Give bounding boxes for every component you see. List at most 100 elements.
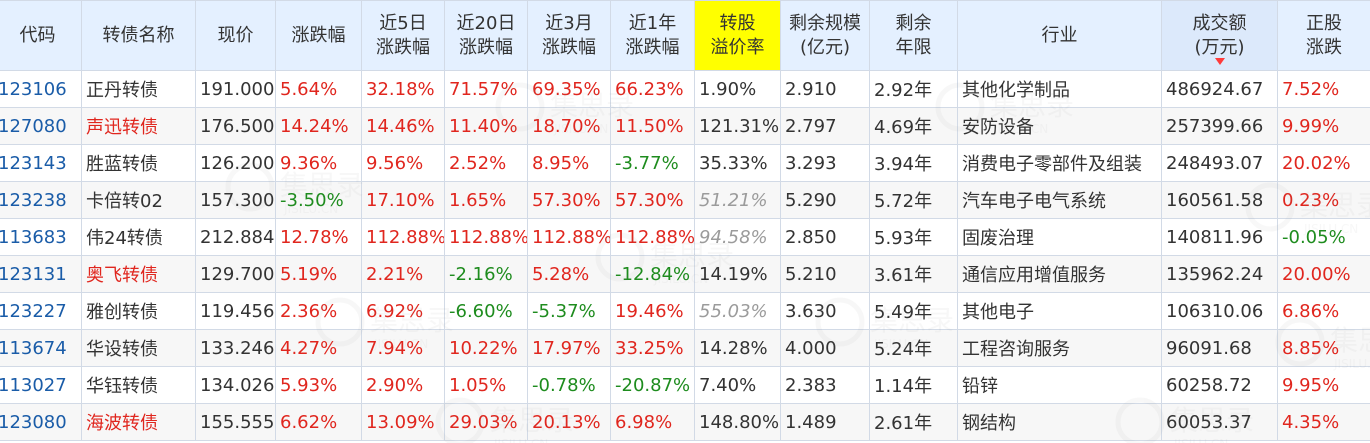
- cell-remaining-size: 2.850: [780, 218, 870, 256]
- cell-premium-rate: 121.31%: [694, 107, 781, 145]
- cell-remaining-size: 2.797: [780, 107, 870, 145]
- column-header-label: 转股: [719, 12, 756, 34]
- cell-change-20d: 112.88%: [444, 218, 528, 256]
- cell-price: 155.555: [195, 403, 276, 441]
- cell-change: 5.93%: [275, 366, 362, 404]
- cell-change-5d: 7.94%: [361, 329, 445, 367]
- cell-change-1y: -20.87%: [610, 366, 695, 404]
- column-header-label: 转债名称: [102, 24, 175, 46]
- cell-code[interactable]: 123131: [0, 255, 82, 293]
- column-header-remaining-years[interactable]: 剩余 年限: [869, 0, 958, 71]
- cell-change-20d: 11.40%: [444, 107, 528, 145]
- column-header-name[interactable]: 转债名称: [81, 0, 196, 71]
- column-header-sublabel: 涨跌幅: [376, 36, 430, 58]
- cell-name[interactable]: 声迅转债: [81, 107, 196, 145]
- table-row[interactable]: 113027 华钰转债 134.026 5.93% 2.90% 1.05% -0.78% -2…: [0, 366, 1370, 404]
- cell-code[interactable]: 123143: [0, 144, 82, 182]
- column-header-label: 成交额: [1192, 12, 1247, 34]
- cell-change-1y: 112.88%: [610, 218, 695, 256]
- cell-code[interactable]: 113027: [0, 366, 82, 404]
- column-header-sublabel: (万元): [1194, 36, 1245, 58]
- column-header-industry[interactable]: 行业: [957, 0, 1162, 71]
- table-row[interactable]: 127080 声迅转债 176.500 14.24% 14.46% 11.40% 18.70…: [0, 107, 1370, 145]
- cell-industry: 钢结构: [957, 403, 1162, 441]
- cell-change-1y: 6.98%: [610, 403, 695, 441]
- table-row[interactable]: 123106 正丹转债 191.000 5.64% 32.18% 71.57% 69.35%…: [0, 70, 1370, 108]
- cell-change-20d: 2.52%: [444, 144, 528, 182]
- cell-change: 5.19%: [275, 255, 362, 293]
- column-header-turnover[interactable]: 成交额 (万元): [1161, 0, 1278, 71]
- cell-change-5d: 2.21%: [361, 255, 445, 293]
- column-header-change[interactable]: 涨跌幅: [275, 0, 362, 71]
- cell-change-5d: 6.92%: [361, 292, 445, 330]
- column-header-price[interactable]: 现价: [195, 0, 276, 71]
- column-header-label: 剩余: [895, 12, 932, 34]
- cell-change-5d: 112.88%: [361, 218, 445, 256]
- cell-change: 4.27%: [275, 329, 362, 367]
- cell-change-3m: 20.13%: [527, 403, 611, 441]
- cell-premium-rate: 1.90%: [694, 70, 781, 108]
- cell-turnover: 135962.24: [1161, 255, 1278, 293]
- table-row[interactable]: 123227 雅创转债 119.456 2.36% 6.92% -6.60% -5.37% 1…: [0, 292, 1370, 330]
- cell-price: 134.026: [195, 366, 276, 404]
- cell-stock-change: 9.95%: [1277, 366, 1370, 404]
- cell-remaining-size: 5.210: [780, 255, 870, 293]
- column-header-code[interactable]: 代码: [0, 0, 82, 71]
- column-header-stock-change[interactable]: 正股 涨跌: [1277, 0, 1370, 71]
- cell-remaining-size: 2.383: [780, 366, 870, 404]
- cell-stock-change: 8.85%: [1277, 329, 1370, 367]
- column-header-label: 近3月: [545, 12, 593, 34]
- column-header-label: 剩余规模: [789, 12, 861, 34]
- table-header: 代码 转债名称 现价 涨跌幅 近5日 涨跌幅 近20日 涨跌幅 近3月 涨跌幅 近1年 涨跌幅 转股 溢价…: [0, 0, 1370, 71]
- cell-premium-rate: 7.40%: [694, 366, 781, 404]
- cell-name[interactable]: 卡倍转02: [81, 181, 196, 219]
- cell-code[interactable]: 127080: [0, 107, 82, 145]
- cell-change-5d: 17.10%: [361, 181, 445, 219]
- cell-name[interactable]: 华设转债: [81, 329, 196, 367]
- cell-code[interactable]: 113683: [0, 218, 82, 256]
- cell-stock-change: 6.86%: [1277, 292, 1370, 330]
- cell-industry: 其他化学制品: [957, 70, 1162, 108]
- table-row[interactable]: 123238 卡倍转02 157.300 -3.50% 17.10% 1.65% 57.30…: [0, 181, 1370, 219]
- column-header-remaining-size[interactable]: 剩余规模 (亿元): [780, 0, 870, 71]
- cell-premium-rate: 14.28%: [694, 329, 781, 367]
- cell-remaining-size: 3.293: [780, 144, 870, 182]
- cell-stock-change: 7.52%: [1277, 70, 1370, 108]
- cell-turnover: 60258.72: [1161, 366, 1278, 404]
- column-header-change-1y[interactable]: 近1年 涨跌幅: [610, 0, 695, 71]
- cell-code[interactable]: 123080: [0, 403, 82, 441]
- column-header-change-20d[interactable]: 近20日 涨跌幅: [444, 0, 528, 71]
- table-row[interactable]: 123143 胜蓝转债 126.200 9.36% 9.56% 2.52% 8.95% -3.…: [0, 144, 1370, 182]
- cell-name[interactable]: 正丹转债: [81, 70, 196, 108]
- cell-remaining-years: 4.69年: [869, 107, 958, 145]
- cell-name[interactable]: 伟24转债: [81, 218, 196, 256]
- column-header-change-3m[interactable]: 近3月 涨跌幅: [527, 0, 611, 71]
- cell-name[interactable]: 奥飞转债: [81, 255, 196, 293]
- table-row[interactable]: 113683 伟24转债 212.884 12.78% 112.88% 112.88% 11…: [0, 218, 1370, 256]
- cell-change: 2.36%: [275, 292, 362, 330]
- cell-name[interactable]: 胜蓝转债: [81, 144, 196, 182]
- cell-remaining-years: 5.24年: [869, 329, 958, 367]
- table-row[interactable]: 123080 海波转债 155.555 6.62% 13.09% 29.03% 20.13%…: [0, 403, 1370, 441]
- cell-turnover: 140811.96: [1161, 218, 1278, 256]
- cell-name[interactable]: 华钰转债: [81, 366, 196, 404]
- column-header-sublabel: 溢价率: [710, 36, 765, 58]
- cell-code[interactable]: 123227: [0, 292, 82, 330]
- column-header-premium-rate[interactable]: 转股 溢价率: [694, 0, 781, 71]
- cell-code[interactable]: 123106: [0, 70, 82, 108]
- sort-desc-icon: [1214, 58, 1225, 65]
- cell-change-1y: -3.77%: [610, 144, 695, 182]
- column-header-label: 现价: [217, 24, 254, 46]
- cell-name[interactable]: 海波转债: [81, 403, 196, 441]
- cell-code[interactable]: 123238: [0, 181, 82, 219]
- cell-change-3m: 18.70%: [527, 107, 611, 145]
- cell-remaining-years: 1.14年: [869, 366, 958, 404]
- table-row[interactable]: 123131 奥飞转债 129.700 5.19% 2.21% -2.16% 5.28% -1…: [0, 255, 1370, 293]
- table-row[interactable]: 113674 华设转债 133.246 4.27% 7.94% 10.22% 17.97% 3…: [0, 329, 1370, 367]
- cell-name[interactable]: 雅创转债: [81, 292, 196, 330]
- cell-stock-change: 20.02%: [1277, 144, 1370, 182]
- cell-industry: 安防设备: [957, 107, 1162, 145]
- column-header-change-5d[interactable]: 近5日 涨跌幅: [361, 0, 445, 71]
- cell-industry: 通信应用增值服务: [957, 255, 1162, 293]
- cell-code[interactable]: 113674: [0, 329, 82, 367]
